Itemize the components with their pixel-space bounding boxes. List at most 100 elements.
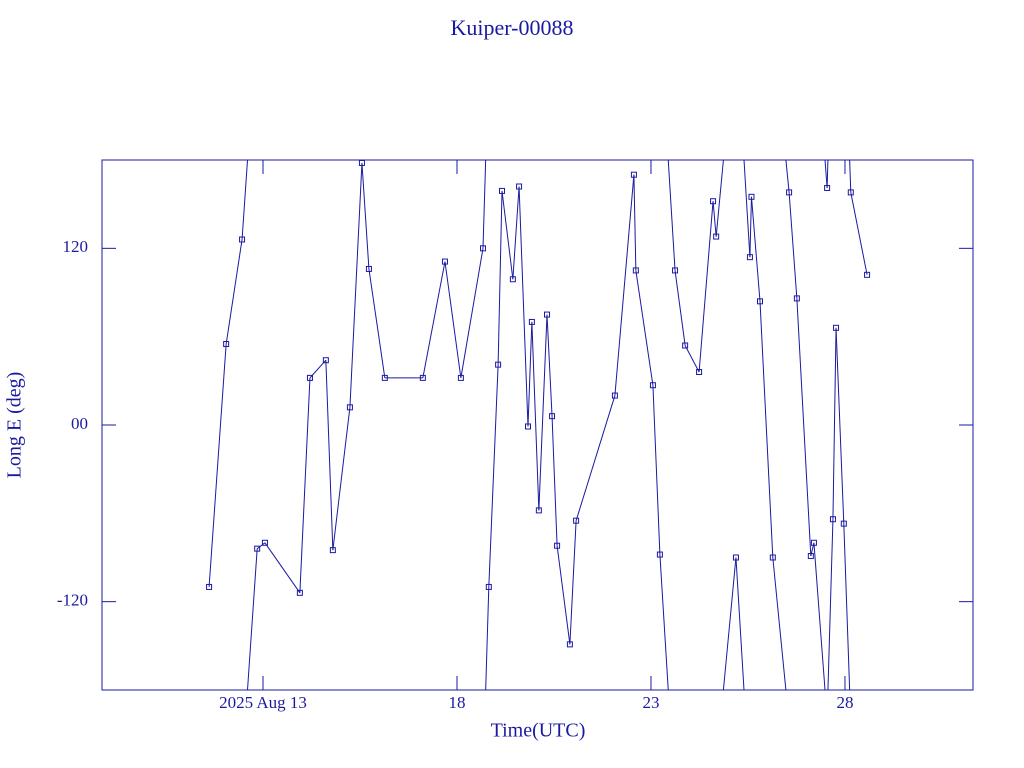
line-segment	[444, 261, 462, 378]
line-segment	[569, 520, 577, 645]
line-segment	[850, 192, 868, 275]
data-point	[769, 554, 776, 561]
line-segment	[325, 360, 334, 551]
line-segment	[843, 523, 851, 690]
data-point	[457, 374, 464, 381]
line-segment	[488, 364, 499, 587]
line-segment	[422, 261, 446, 378]
plot-area	[206, 160, 871, 690]
data-point	[672, 267, 679, 274]
line-segment	[546, 314, 553, 417]
plot-frame	[101, 159, 974, 691]
data-point	[833, 324, 840, 331]
data-point	[793, 295, 800, 302]
line-segment	[698, 201, 714, 373]
x-tick-label: 23	[642, 693, 659, 712]
data-point	[573, 517, 580, 524]
line-segment	[835, 327, 845, 524]
data-point	[847, 189, 854, 196]
line-segment	[674, 270, 686, 346]
line-segment	[743, 160, 751, 258]
line-segment	[460, 248, 484, 378]
data-point	[206, 583, 213, 590]
line-segment	[614, 174, 635, 396]
line-segment	[759, 301, 774, 558]
y-tick-label: 00	[71, 414, 88, 433]
line-segment	[501, 190, 514, 280]
line-segment	[796, 298, 812, 557]
data-point	[485, 583, 492, 590]
line-segment	[750, 196, 761, 302]
x-axis-label: Time(UTC)	[491, 720, 586, 742]
line-segment	[241, 160, 249, 240]
line-segment	[667, 160, 676, 271]
line-segment	[788, 192, 798, 299]
x-tick-label: 2025 Aug 13	[219, 693, 307, 712]
data-point	[516, 183, 523, 190]
line-segment	[715, 160, 724, 237]
data-point	[748, 193, 755, 200]
line-segment	[512, 186, 520, 280]
data-point	[358, 160, 365, 166]
data-point	[528, 318, 535, 325]
data-point	[807, 553, 814, 560]
data-point	[611, 392, 618, 399]
line-segment	[247, 548, 258, 690]
data-point	[630, 171, 637, 178]
line-segment	[531, 321, 540, 511]
line-segment	[684, 345, 700, 373]
line-segment	[785, 160, 790, 193]
line-segment	[556, 545, 571, 645]
line-segment	[813, 542, 826, 690]
data-point	[306, 374, 313, 381]
line-segment	[652, 385, 661, 555]
data-point	[649, 382, 656, 389]
line-segment	[208, 343, 227, 587]
line-segment	[735, 557, 745, 690]
data-point	[346, 404, 353, 411]
line-segment	[633, 174, 637, 271]
line-segment	[497, 190, 503, 365]
chart-title: Kuiper-00088	[451, 15, 574, 40]
x-tick-label: 28	[836, 693, 853, 712]
data-point	[682, 342, 689, 349]
data-point	[554, 542, 561, 549]
line-segment	[722, 557, 737, 690]
line-segment	[485, 586, 490, 690]
line-segment	[538, 314, 548, 511]
data-point	[544, 311, 551, 318]
data-point	[696, 369, 703, 375]
line-segment	[749, 196, 752, 258]
data-point	[840, 520, 847, 527]
data-point	[441, 258, 448, 265]
data-point	[786, 189, 793, 196]
line-segment	[772, 557, 787, 690]
data-point	[254, 545, 261, 552]
data-point	[322, 357, 329, 364]
line-segment	[635, 270, 654, 386]
data-point	[746, 254, 753, 261]
y-axis-label: Long E (deg)	[4, 372, 26, 479]
line-segment	[832, 327, 837, 520]
data-point	[509, 276, 516, 283]
data-point	[632, 267, 639, 274]
line-segment	[575, 395, 616, 521]
data-point	[296, 589, 303, 596]
data-point	[656, 551, 663, 558]
line-segment	[827, 519, 834, 690]
y-tick-label: 120	[63, 237, 89, 256]
line-segment	[482, 160, 487, 249]
data-point	[757, 298, 764, 305]
line-segment	[332, 407, 351, 551]
line-segment	[824, 160, 828, 189]
line-segment	[361, 162, 370, 269]
data-point	[479, 245, 486, 252]
line-segment	[299, 377, 311, 593]
x-tick-label: 18	[448, 693, 465, 712]
data-point	[566, 641, 573, 648]
data-point	[829, 516, 836, 523]
y-tick-label: -120	[57, 591, 88, 610]
data-point	[381, 374, 388, 381]
data-point	[365, 265, 372, 272]
line-segment	[712, 201, 717, 237]
